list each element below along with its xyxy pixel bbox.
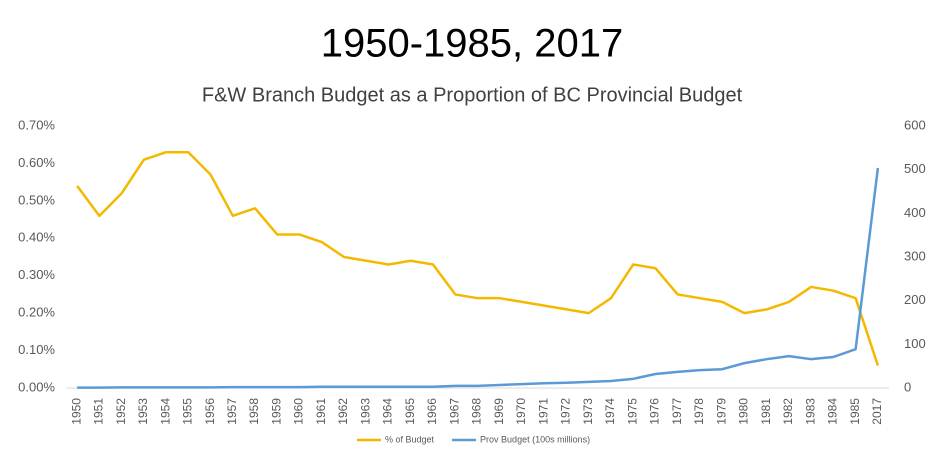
x-tick-label: 1963 — [358, 398, 372, 425]
x-tick-label: 1951 — [92, 398, 106, 425]
x-tick-label: 1970 — [514, 398, 528, 425]
x-tick-label: 1974 — [603, 398, 617, 425]
x-tick-label: 1977 — [670, 398, 684, 425]
x-tick-label: 1981 — [759, 398, 773, 425]
y2-tick-label: 400 — [904, 205, 926, 220]
series-line — [77, 167, 880, 389]
x-tick-label: 1955 — [181, 398, 195, 425]
y2-tick-label: 300 — [904, 248, 926, 263]
y-tick-label: 0.40% — [18, 230, 55, 245]
x-tick-label: 1967 — [447, 398, 461, 425]
series-line — [76, 150, 880, 366]
x-tick-label: 1958 — [247, 398, 261, 425]
x-tick-label: 1953 — [136, 398, 150, 425]
legend-label: Prov Budget (100s millions) — [480, 434, 590, 444]
y-tick-label: 0.20% — [18, 305, 55, 320]
x-tick-label: 1956 — [203, 398, 217, 425]
x-tick-label: 1966 — [425, 398, 439, 425]
y2-tick-label: 0 — [904, 379, 911, 394]
x-tick-label: 1971 — [536, 398, 550, 425]
x-tick-label: 1979 — [714, 398, 728, 425]
x-tick-label: 1961 — [314, 398, 328, 425]
y-tick-label: 0.10% — [18, 342, 55, 357]
x-tick-label: 1954 — [158, 398, 172, 425]
x-tick-label: 1972 — [559, 398, 573, 425]
x-tick-label: 1962 — [336, 398, 350, 425]
y-tick-label: 0.00% — [18, 379, 55, 394]
x-tick-label: 1965 — [403, 398, 417, 425]
x-tick-label: 1983 — [803, 398, 817, 425]
y2-tick-label: 500 — [904, 161, 926, 176]
x-tick-label: 1982 — [781, 398, 795, 425]
x-tick-label: 1984 — [826, 398, 840, 425]
y-tick-label: 0.70% — [18, 117, 55, 132]
y-tick-label: 0.30% — [18, 267, 55, 282]
y-tick-label: 0.60% — [18, 155, 55, 170]
x-tick-label: 1959 — [269, 398, 283, 425]
x-tick-label: 1968 — [470, 398, 484, 425]
x-tick-label: 1978 — [692, 398, 706, 425]
x-tick-label: 1976 — [648, 398, 662, 425]
x-tick-label: 1969 — [492, 398, 506, 425]
x-tick-label: 1975 — [625, 398, 639, 425]
x-tick-label: 1960 — [292, 398, 306, 425]
y2-tick-label: 100 — [904, 336, 926, 351]
x-tick-label: 1980 — [737, 398, 751, 425]
y-tick-label: 0.50% — [18, 192, 55, 207]
x-tick-label: 1952 — [114, 398, 128, 425]
chart-title: 1950-1985, 2017 — [321, 22, 624, 66]
chart-subtitle: F&W Branch Budget as a Proportion of BC … — [202, 84, 743, 106]
x-tick-label: 1964 — [381, 398, 395, 425]
x-tick-label: 1950 — [69, 398, 83, 425]
y2-tick-label: 600 — [904, 117, 926, 132]
x-tick-label: 1973 — [581, 398, 595, 425]
y2-tick-label: 200 — [904, 292, 926, 307]
x-tick-label: 1957 — [225, 398, 239, 425]
legend-label: % of Budget — [385, 434, 435, 444]
x-tick-label: 1985 — [848, 398, 862, 425]
x-tick-label: 2017 — [870, 398, 884, 425]
